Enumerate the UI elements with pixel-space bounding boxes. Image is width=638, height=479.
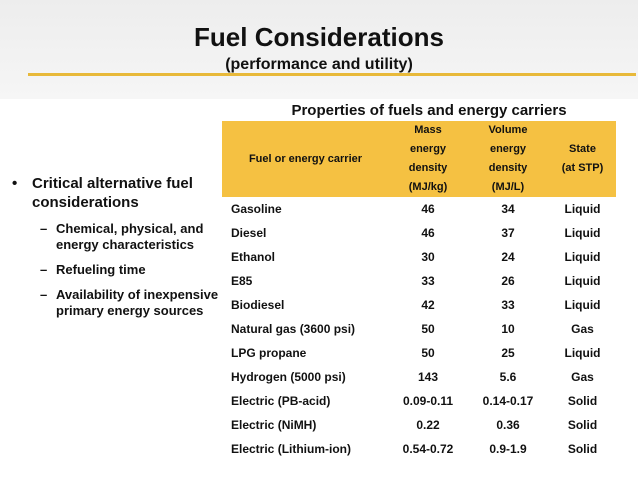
header-volume-line: (MJ/L) [491,181,525,193]
header-volume-line: energy [489,143,527,155]
cell-state: Liquid [564,202,601,216]
sub-bullet: – Chemical, physical, and energy charact… [12,221,222,253]
cell-fuel: Electric (Lithium-ion) [231,442,351,456]
sub-bullet-text: Chemical, physical, and energy character… [56,221,204,252]
accent-rule [28,73,636,76]
cell-fuel: Hydrogen (5000 psi) [231,370,346,384]
cell-fuel: Electric (NiMH) [231,418,317,432]
slide-subtitle: (performance and utility) [225,56,413,73]
cell-fuel: E85 [231,274,253,288]
cell-volume: 37 [501,226,515,240]
cell-mass: 46 [421,226,435,240]
cell-state: Solid [567,418,598,432]
table-row: Gasoline 46 34 Liquid [222,197,616,221]
table-row: Electric (PB-acid) 0.09-0.11 0.14-0.17 S… [222,389,616,413]
cell-state: Gas [571,322,594,336]
header-mass-line: (MJ/kg) [408,181,448,193]
cell-fuel: Diesel [231,226,267,240]
header-fuel-text: Fuel or energy carrier [248,152,363,165]
sub-bullet: – Availability of inexpensive primary en… [12,287,222,319]
header-volume-line: density [488,162,528,174]
cell-fuel: Gasoline [231,202,282,216]
cell-volume: 25 [501,346,515,360]
cell-volume: 5.6 [499,370,517,384]
table-row: E85 33 26 Liquid [222,269,616,293]
header-volume: Volume energy density (MJ/L) [467,121,549,197]
cell-fuel: Natural gas (3600 psi) [231,322,356,336]
cell-mass: 0.09-0.11 [402,394,454,408]
sub-bullet-text: Refueling time [56,262,146,277]
cell-mass: 143 [417,370,439,384]
cell-state: Liquid [564,346,601,360]
cell-mass: 0.22 [416,418,440,432]
sub-bullet-text: Availability of inexpensive primary ener… [56,287,219,318]
cell-volume: 0.9-1.9 [489,442,527,456]
cell-volume: 0.14-0.17 [482,394,534,408]
cell-state: Liquid [564,274,601,288]
cell-state: Solid [567,394,598,408]
header-mass: Mass energy density (MJ/kg) [389,121,467,197]
cell-fuel: Ethanol [231,250,275,264]
cell-mass: 42 [421,298,435,312]
header-state-line: (at STP) [561,162,604,174]
cell-volume: 34 [501,202,515,216]
dash-icon: – [40,262,48,277]
header-mass-line: Mass [414,124,442,136]
cell-mass: 30 [421,250,435,264]
cell-state: Liquid [564,226,601,240]
cell-fuel: Biodiesel [231,298,285,312]
table-row: Ethanol 30 24 Liquid [222,245,616,269]
cell-state: Solid [567,442,598,456]
cell-volume: 0.36 [496,418,520,432]
cell-mass: 50 [421,322,435,336]
header-mass-line: energy [409,143,447,155]
cell-volume: 26 [501,274,515,288]
table-row: Biodiesel 42 33 Liquid [222,293,616,317]
cell-volume: 24 [501,250,515,264]
fuel-properties-table: Fuel or energy carrier Mass energy densi… [222,121,616,461]
cell-mass: 50 [421,346,435,360]
table-row: Hydrogen (5000 psi) 143 5.6 Gas [222,365,616,389]
header-volume-line: Volume [488,124,528,136]
cell-fuel: LPG propane [231,346,307,360]
cell-volume: 33 [501,298,515,312]
cell-fuel: Electric (PB-acid) [231,394,331,408]
cell-state: Liquid [564,250,601,264]
sub-bullet: – Refueling time [12,262,222,278]
header-band [0,0,638,99]
bullet-main: • Critical alternative fuel consideratio… [12,174,222,212]
table-row: Diesel 46 37 Liquid [222,221,616,245]
table-row: LPG propane 50 25 Liquid [222,341,616,365]
cell-state: Liquid [564,298,601,312]
table-header-row: Fuel or energy carrier Mass energy densi… [222,121,616,197]
table-title: Properties of fuels and energy carriers [291,102,567,119]
header-state: State (at STP) [549,121,616,197]
cell-volume: 10 [501,322,515,336]
header-fuel: Fuel or energy carrier [222,121,389,197]
cell-mass: 33 [421,274,435,288]
table-row: Electric (Lithium-ion) 0.54-0.72 0.9-1.9… [222,437,616,461]
dash-icon: – [40,287,48,302]
dash-icon: – [40,221,48,236]
bullet-main-text: Critical alternative fuel considerations [32,175,193,211]
cell-mass: 46 [421,202,435,216]
bullet-list: • Critical alternative fuel consideratio… [12,174,222,319]
header-state-line: State [569,143,596,155]
table-row: Electric (NiMH) 0.22 0.36 Solid [222,413,616,437]
header-mass-line: density [408,162,448,174]
cell-state: Gas [571,370,594,384]
cell-mass: 0.54-0.72 [402,442,454,456]
slide-title: Fuel Considerations [194,22,444,52]
bullet-icon: • [12,175,18,192]
table-row: Natural gas (3600 psi) 50 10 Gas [222,317,616,341]
